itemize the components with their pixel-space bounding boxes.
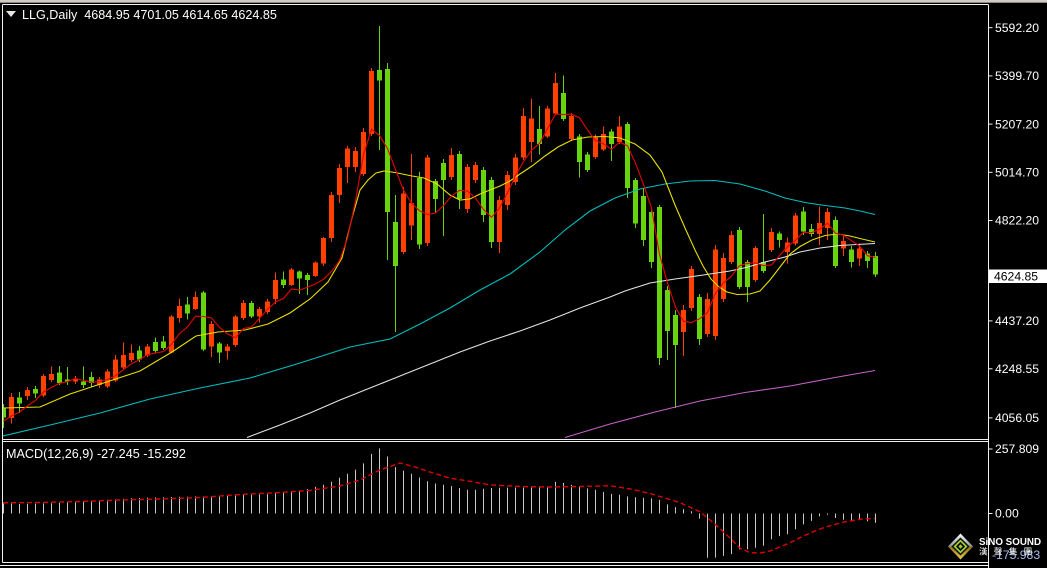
svg-text:4056.05: 4056.05 (995, 411, 1039, 425)
svg-text:257.809: 257.809 (995, 442, 1039, 456)
svg-text:SiNO SOUND: SiNO SOUND (979, 537, 1041, 548)
svg-text:-175.983: -175.983 (992, 548, 1040, 562)
svg-text:MACD(12,26,9) -27.245 -15.292: MACD(12,26,9) -27.245 -15.292 (6, 447, 186, 461)
svg-text:4248.55: 4248.55 (995, 362, 1039, 376)
svg-text:5207.20: 5207.20 (995, 117, 1039, 131)
svg-text:4437.20: 4437.20 (995, 314, 1039, 328)
svg-text:4822.20: 4822.20 (995, 214, 1039, 228)
svg-text:0.00: 0.00 (995, 507, 1019, 521)
svg-text:4624.85: 4624.85 (994, 270, 1038, 284)
svg-text:5592.20: 5592.20 (995, 21, 1039, 35)
svg-text:漢聲集團: 漢聲集團 (979, 546, 1039, 557)
svg-text:5014.70: 5014.70 (995, 166, 1039, 180)
svg-text:5399.70: 5399.70 (995, 69, 1039, 83)
svg-text:LLG,Daily 4684.95 4701.05 461: LLG,Daily 4684.95 4701.05 4614.65 4624.8… (22, 8, 277, 22)
